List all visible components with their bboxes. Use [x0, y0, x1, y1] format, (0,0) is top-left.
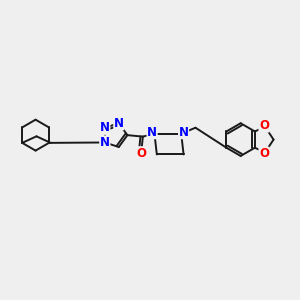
Text: O: O	[259, 147, 269, 160]
Text: O: O	[136, 147, 146, 160]
Text: N: N	[100, 136, 110, 149]
Text: N: N	[114, 117, 124, 130]
Text: O: O	[259, 119, 269, 132]
Text: N: N	[147, 126, 157, 139]
Text: N: N	[100, 121, 110, 134]
Text: N: N	[178, 126, 189, 139]
